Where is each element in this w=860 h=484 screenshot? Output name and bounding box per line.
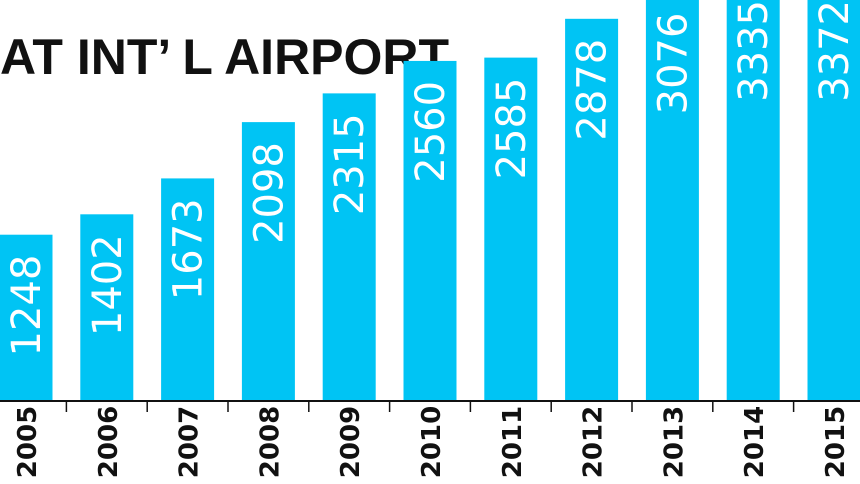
value-label: 1248 (4, 255, 50, 357)
value-label: 2585 (489, 78, 535, 180)
bar (807, 0, 860, 401)
bar (241, 122, 295, 400)
value-label: 2098 (246, 142, 292, 244)
x-tick-label: 2008 (255, 406, 285, 478)
bar (484, 57, 538, 400)
x-tick-label: 2006 (94, 406, 124, 478)
bar (0, 234, 53, 400)
value-label: 1402 (85, 234, 131, 336)
value-label: 2560 (408, 81, 454, 183)
bar (322, 93, 376, 400)
value-label: 3335 (731, 0, 777, 102)
value-label: 2878 (570, 39, 616, 141)
bar (161, 178, 215, 400)
value-label: 3076 (650, 13, 696, 115)
x-tick-label: 2015 (821, 406, 851, 478)
bar (80, 214, 134, 400)
value-label: 3372 (812, 0, 858, 102)
x-tick-label: 2012 (579, 406, 609, 478)
bar (403, 60, 457, 400)
bar (726, 0, 780, 401)
x-tick-label: 2013 (659, 406, 689, 478)
x-tick-label: 2011 (498, 406, 528, 478)
bar (565, 18, 619, 400)
x-tick-label: 2010 (417, 406, 447, 478)
bar (645, 0, 699, 400)
x-tick-label: 2014 (740, 406, 770, 478)
value-label: 2315 (327, 113, 373, 215)
chart-title: AT INT’ L AIRPORT (0, 29, 449, 85)
x-tick-label: 2009 (336, 406, 366, 478)
value-label: 1673 (166, 198, 212, 300)
x-tick-label: 2007 (175, 406, 205, 478)
x-tick-label: 2005 (13, 406, 43, 478)
